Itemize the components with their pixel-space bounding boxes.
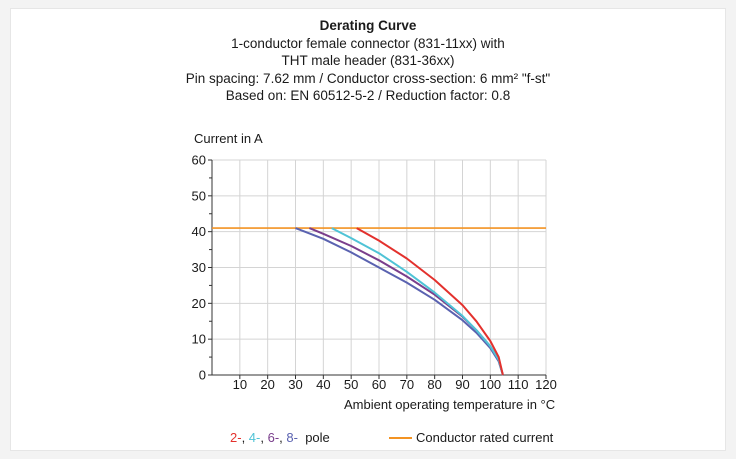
- series-line-6-pole: [309, 227, 504, 376]
- legend-pole-6: 6-: [267, 430, 280, 445]
- x-tick-label: 50: [344, 377, 358, 392]
- x-tick-label: 100: [479, 377, 501, 392]
- y-tick-label: 10: [192, 332, 206, 347]
- x-axis-label: Ambient operating temperature in °C: [344, 397, 556, 412]
- legend-pole-2: 2-: [230, 430, 242, 445]
- x-tick-label: 90: [455, 377, 469, 392]
- y-axis-label: Current in A: [194, 131, 263, 146]
- legend-poles: 2-, 4-, 6-, 8- pole: [230, 430, 330, 445]
- y-tick-label: 40: [192, 224, 206, 239]
- x-tick-label: 10: [233, 377, 247, 392]
- x-tick-label: 110: [508, 377, 529, 392]
- legend-rated-current: Conductor rated current: [389, 430, 553, 445]
- legend-separator: ,: [260, 430, 268, 445]
- x-tick-label: 60: [372, 377, 386, 392]
- x-tick-label: 80: [427, 377, 441, 392]
- legend-rated-swatch: [389, 436, 412, 439]
- x-tick-label: 120: [535, 377, 557, 392]
- legend-pole-8: 8-: [286, 430, 298, 445]
- y-tick-label: 50: [192, 188, 206, 203]
- x-tick-label: 40: [316, 377, 330, 392]
- x-tick-label: 30: [288, 377, 302, 392]
- x-tick-label: 70: [400, 377, 414, 392]
- series-line-2-pole: [356, 227, 504, 376]
- y-tick-label: 20: [192, 296, 206, 311]
- chart-subtitle-line-2: THT male header (831-36xx): [281, 53, 455, 68]
- chart-subtitle-line-1: 1-conductor female connector (831-11xx) …: [231, 35, 505, 51]
- y-tick-label: 60: [192, 153, 206, 168]
- chart-title-block: Derating Curve 1-conductor female connec…: [0, 17, 736, 105]
- x-tick-label: 20: [260, 377, 274, 392]
- chart-frame: [10, 8, 726, 451]
- y-tick-label: 30: [192, 260, 206, 275]
- series-line-8-pole: [295, 227, 504, 376]
- legend-separator: ,: [279, 430, 287, 445]
- legend-rated-label: Conductor rated current: [416, 430, 554, 445]
- legend-pole-suffix: pole: [305, 430, 330, 445]
- chart-subtitle-line-4: Based on: EN 60512-5-2 / Reduction facto…: [225, 88, 511, 103]
- legend-pole-4: 4-: [248, 430, 261, 445]
- chart-subtitle-line-3: Pin spacing: 7.62 mm / Conductor cross-s…: [185, 70, 551, 86]
- legend-separator: ,: [241, 430, 249, 445]
- series-line-4-pole: [331, 227, 504, 376]
- chart-title: Derating Curve: [319, 18, 417, 33]
- y-tick-label: 0: [199, 368, 206, 383]
